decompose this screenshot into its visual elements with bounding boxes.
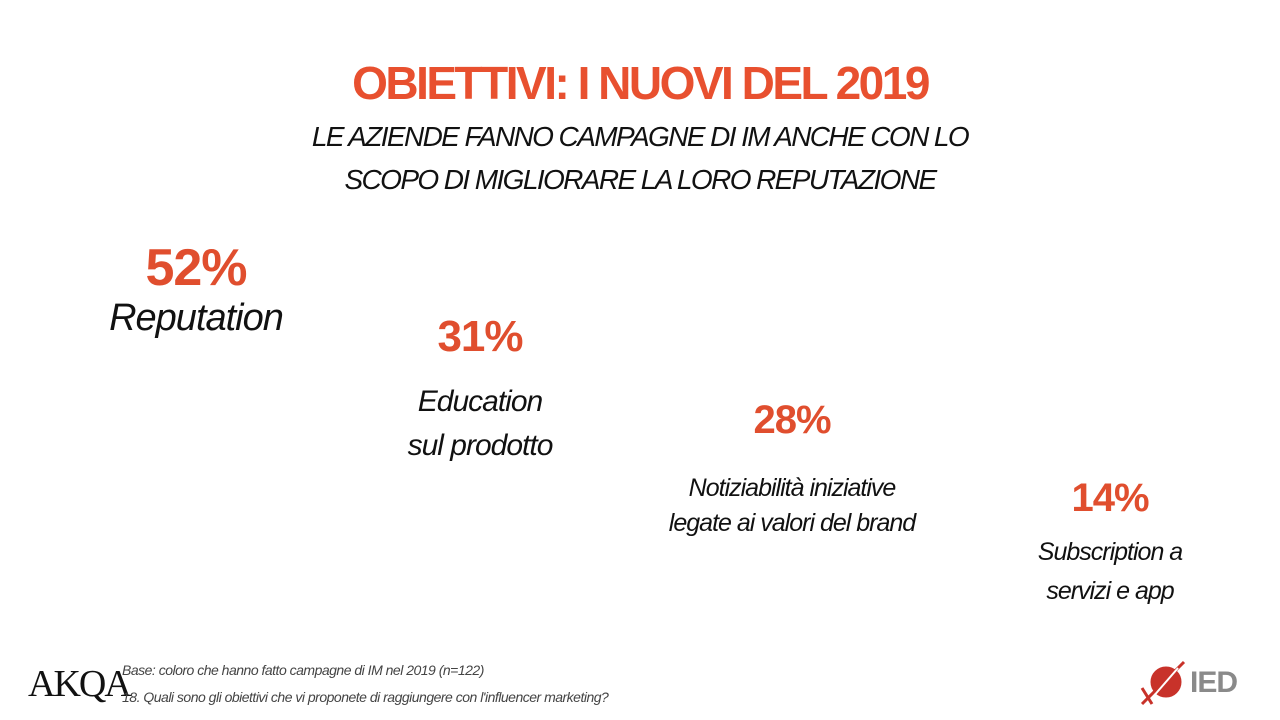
footer-question: 18. Quali sono gli obiettivi che vi prop… xyxy=(122,689,609,705)
footer-base: Base: coloro che hanno fatto campagne di… xyxy=(122,662,484,678)
stat-label: Subscription a servizi e app xyxy=(960,533,1260,611)
stat-label-line: sul prodotto xyxy=(407,428,554,462)
subtitle-line-1: LE AZIENDE FANNO CAMPAGNE DI IM ANCHE CO… xyxy=(311,121,970,152)
stat-notiziabilita: 28% Notiziabilità iniziative legate ai v… xyxy=(592,398,992,541)
stat-label: Reputation xyxy=(109,297,284,339)
stat-value: 52% xyxy=(145,239,247,297)
stat-value: 31% xyxy=(437,312,523,361)
stat-label: Education sul prodotto xyxy=(330,380,630,467)
ied-logo: IED xyxy=(1138,660,1248,706)
ied-mark-icon xyxy=(1140,660,1186,706)
stat-label-line: Subscription a xyxy=(1037,538,1183,566)
stat-education: 31% Education sul prodotto xyxy=(330,312,630,467)
stat-label-line: servizi e app xyxy=(1046,576,1174,605)
stat-reputation: 52% Reputation xyxy=(46,238,346,343)
stat-value: 28% xyxy=(753,398,831,442)
stat-subscription: 14% Subscription a servizi e app xyxy=(960,476,1260,611)
stat-label-line: legate ai valori del brand xyxy=(668,509,916,537)
subtitle-line-2: SCOPO DI MIGLIORARE LA LORO REPUTAZIONE xyxy=(344,164,937,195)
stat-label-line: Education xyxy=(417,385,543,418)
ied-logo-text: IED xyxy=(1190,666,1238,699)
stat-value: 14% xyxy=(1071,476,1149,520)
stat-label: Notiziabilità iniziative legate ai valor… xyxy=(592,471,992,541)
akqa-logo: AKQA xyxy=(28,663,132,705)
slide-title: OBIETTIVI: I NUOVI DEL 2019 xyxy=(352,57,930,109)
stat-label-line: Notiziabilità iniziative xyxy=(688,474,897,502)
